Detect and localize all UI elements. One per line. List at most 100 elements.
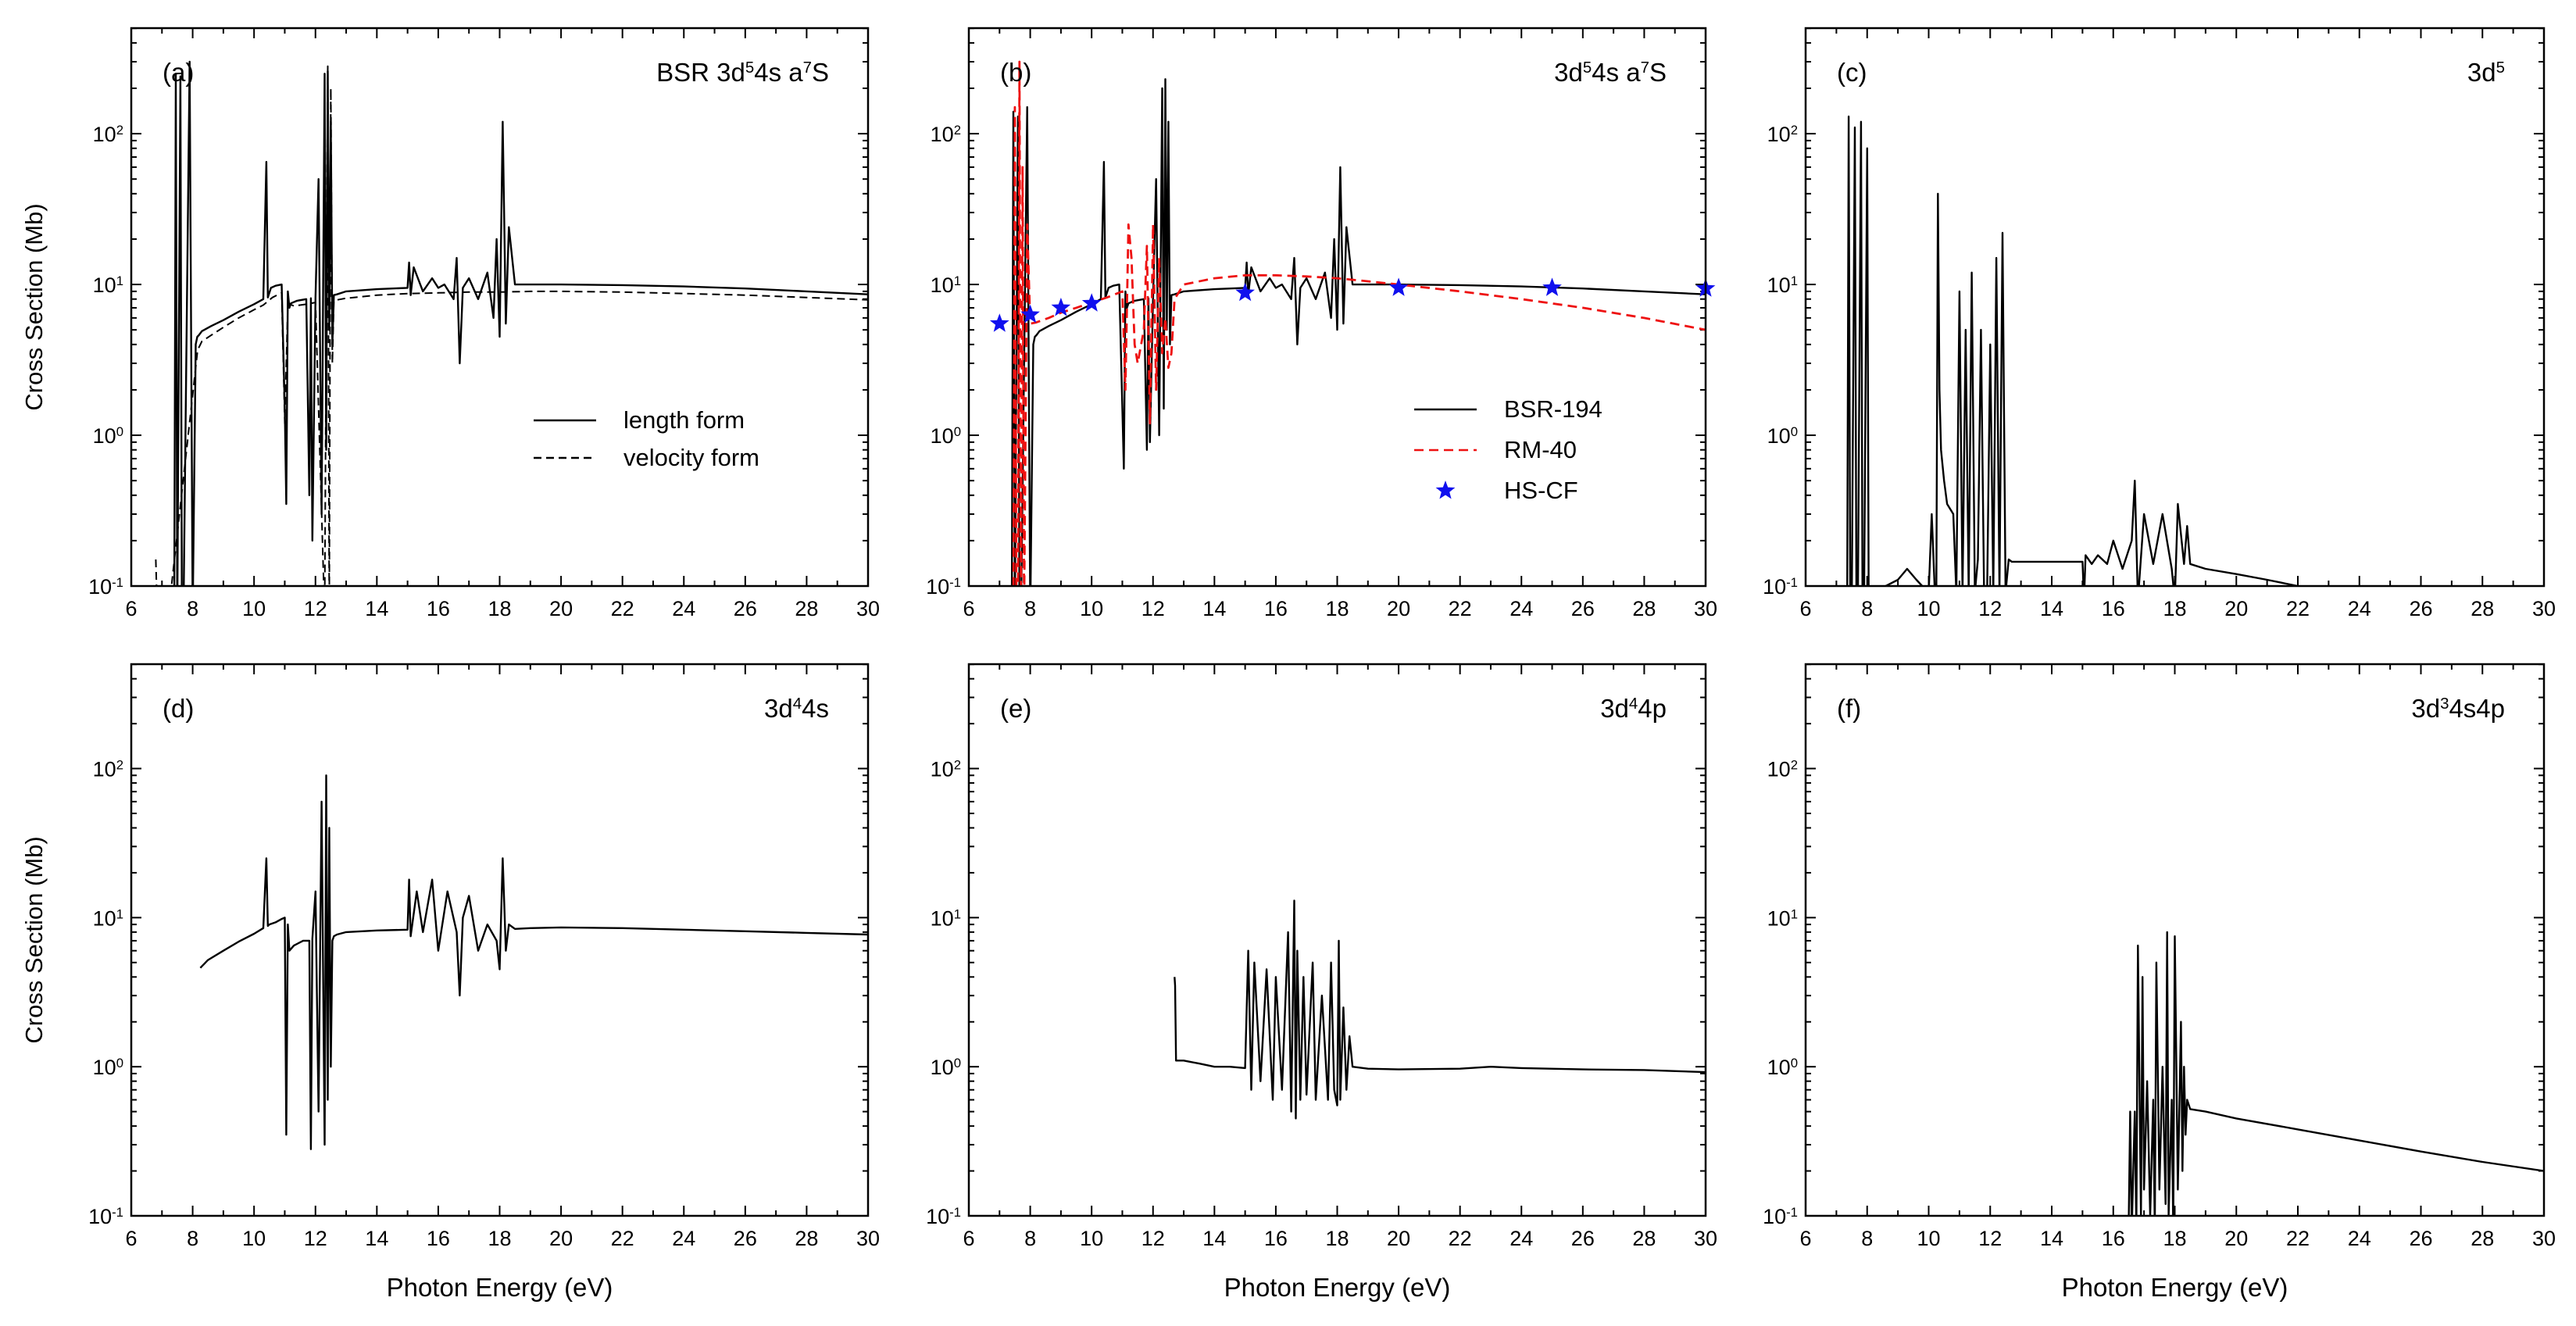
- panel-a: 6 8 10 12 14 16 18 20 22 24 26 28 30 10-1 100 101 102 (a)…: [20, 27, 880, 620]
- plot-frame: [1804, 663, 2546, 1217]
- x-tick-label: 22: [2286, 1227, 2310, 1250]
- x-tick-label: 24: [672, 1227, 695, 1250]
- panel-label: (f): [1837, 694, 1861, 723]
- y-tick-label: 102: [1767, 123, 1798, 147]
- panel-d: 6 8 10 12 14 16 18 20 22 24 26 28 30 10-1 100 101 102 (d)…: [20, 663, 880, 1302]
- x-tick-label: 16: [2102, 1227, 2125, 1250]
- y-tick-label: 101: [931, 273, 961, 298]
- x-tick-label: 18: [488, 1227, 511, 1250]
- y-tick-label: 102: [93, 757, 123, 781]
- y-tick-label: 101: [1767, 906, 1798, 931]
- x-tick-label: 22: [1449, 597, 1472, 620]
- y-tick-label: 100: [93, 1056, 123, 1080]
- x-tick-label: 24: [1510, 597, 1533, 620]
- x-tick-label: 14: [1202, 1227, 1226, 1250]
- x-tick-label: 12: [304, 597, 327, 620]
- x-tick-label: 16: [2102, 597, 2125, 620]
- panel-f: 6 8 10 12 14 16 18 20 22 24 26 28 30 10-1 100 101 102 (f)…: [1763, 663, 2556, 1302]
- x-axis-label: Photon Energy (eV): [1224, 1273, 1451, 1302]
- x-tick-label: 18: [2163, 597, 2186, 620]
- panel-label: (c): [1837, 58, 1867, 87]
- x-tick-label: 14: [365, 1227, 388, 1250]
- x-tick-label: 12: [1142, 1227, 1165, 1250]
- x-tick-label: 26: [1571, 1227, 1595, 1250]
- x-tick-label: 16: [1264, 597, 1288, 620]
- panel-label: (d): [163, 694, 194, 723]
- plot-frame: [130, 27, 870, 588]
- series-bsr-194: [1010, 78, 1706, 586]
- hs-cf-point: [1051, 297, 1071, 316]
- plot-frame: [130, 663, 870, 1217]
- y-tick-label: 10-1: [1763, 575, 1798, 599]
- x-tick-label: 6: [1799, 1227, 1811, 1250]
- series-3d34s4p: [2128, 931, 2544, 1216]
- x-tick-label: 10: [1080, 597, 1103, 620]
- panel-title: 3d44p: [1600, 694, 1667, 723]
- hs-cf-point: [989, 313, 1009, 332]
- x-tick-label: 18: [488, 597, 511, 620]
- x-tick-label: 10: [1917, 597, 1940, 620]
- x-tick-label: 26: [2409, 1227, 2432, 1250]
- y-tick-label: 100: [1767, 1056, 1798, 1080]
- hs-cf-point: [1081, 293, 1102, 312]
- x-tick-label: 18: [2163, 1227, 2186, 1250]
- x-tick-label: 14: [365, 597, 388, 620]
- x-tick-label: 30: [856, 1227, 880, 1250]
- x-tick-label: 8: [187, 1227, 198, 1250]
- legend-label: RM-40: [1504, 436, 1577, 463]
- x-tick-label: 24: [2348, 1227, 2371, 1250]
- legend-label: BSR-194: [1504, 395, 1602, 423]
- x-tick-label: 12: [1978, 1227, 2002, 1250]
- x-tick-label: 6: [125, 597, 137, 620]
- panel-label: (e): [1000, 694, 1031, 723]
- x-tick-label: 22: [611, 1227, 634, 1250]
- y-tick-label: 101: [93, 906, 123, 931]
- panel-b: 6 8 10 12 14 16 18 20 22 24 26 28 30 10-1 100 101 102 (b)…: [926, 27, 1717, 620]
- panel-label: (a): [163, 58, 194, 87]
- x-tick-label: 6: [963, 1227, 974, 1250]
- x-tick-label: 22: [611, 597, 634, 620]
- x-tick-label: 20: [2224, 597, 2248, 620]
- y-tick-label: 102: [931, 123, 961, 147]
- x-tick-label: 28: [1632, 597, 1656, 620]
- x-tick-label: 30: [1694, 1227, 1717, 1250]
- y-tick-label: 101: [93, 273, 123, 298]
- x-tick-label: 20: [549, 1227, 573, 1250]
- legend-label: velocity form: [623, 444, 759, 471]
- series-length-form: [173, 60, 868, 586]
- x-tick-label: 28: [2471, 597, 2494, 620]
- y-tick-label: 10-1: [926, 1205, 961, 1229]
- x-tick-label: 26: [1571, 597, 1595, 620]
- hs-cf-point: [1020, 304, 1040, 323]
- x-tick-label: 28: [795, 597, 818, 620]
- x-tick-label: 6: [125, 1227, 137, 1250]
- x-tick-label: 16: [427, 597, 450, 620]
- y-tick-label: 10-1: [1763, 1205, 1798, 1229]
- y-tick-label: 101: [1767, 273, 1798, 298]
- x-tick-label: 24: [672, 597, 695, 620]
- x-tick-label: 12: [1142, 597, 1165, 620]
- x-tick-label: 26: [734, 597, 757, 620]
- x-tick-label: 28: [1632, 1227, 1656, 1250]
- x-tick-label: 30: [2532, 597, 2556, 620]
- series-3d5: [1846, 115, 2307, 586]
- x-tick-label: 8: [1861, 1227, 1873, 1250]
- x-tick-label: 12: [304, 1227, 327, 1250]
- panel-title: 3d44s: [764, 694, 829, 723]
- x-tick-label: 20: [2224, 1227, 2248, 1250]
- x-tick-label: 18: [1325, 1227, 1349, 1250]
- y-tick-label: 10-1: [88, 575, 123, 599]
- x-tick-label: 10: [1917, 1227, 1940, 1250]
- panel-c: 6 8 10 12 14 16 18 20 22 24 26 28 30 10-1 100 101 102 (c)…: [1763, 27, 2556, 620]
- hs-cf-point: [1235, 282, 1255, 302]
- y-axis-label: Cross Section (Mb): [20, 836, 48, 1043]
- x-tick-label: 30: [1694, 597, 1717, 620]
- plot-frame: [967, 663, 1707, 1217]
- x-tick-label: 30: [2532, 1227, 2556, 1250]
- legend-label: length form: [623, 406, 745, 434]
- y-tick-label: 100: [931, 1056, 961, 1080]
- y-axis-label: Cross Section (Mb): [20, 203, 48, 410]
- x-tick-label: 20: [549, 597, 573, 620]
- panel-title: 3d34s4p: [2411, 694, 2505, 723]
- x-tick-label: 14: [2040, 597, 2063, 620]
